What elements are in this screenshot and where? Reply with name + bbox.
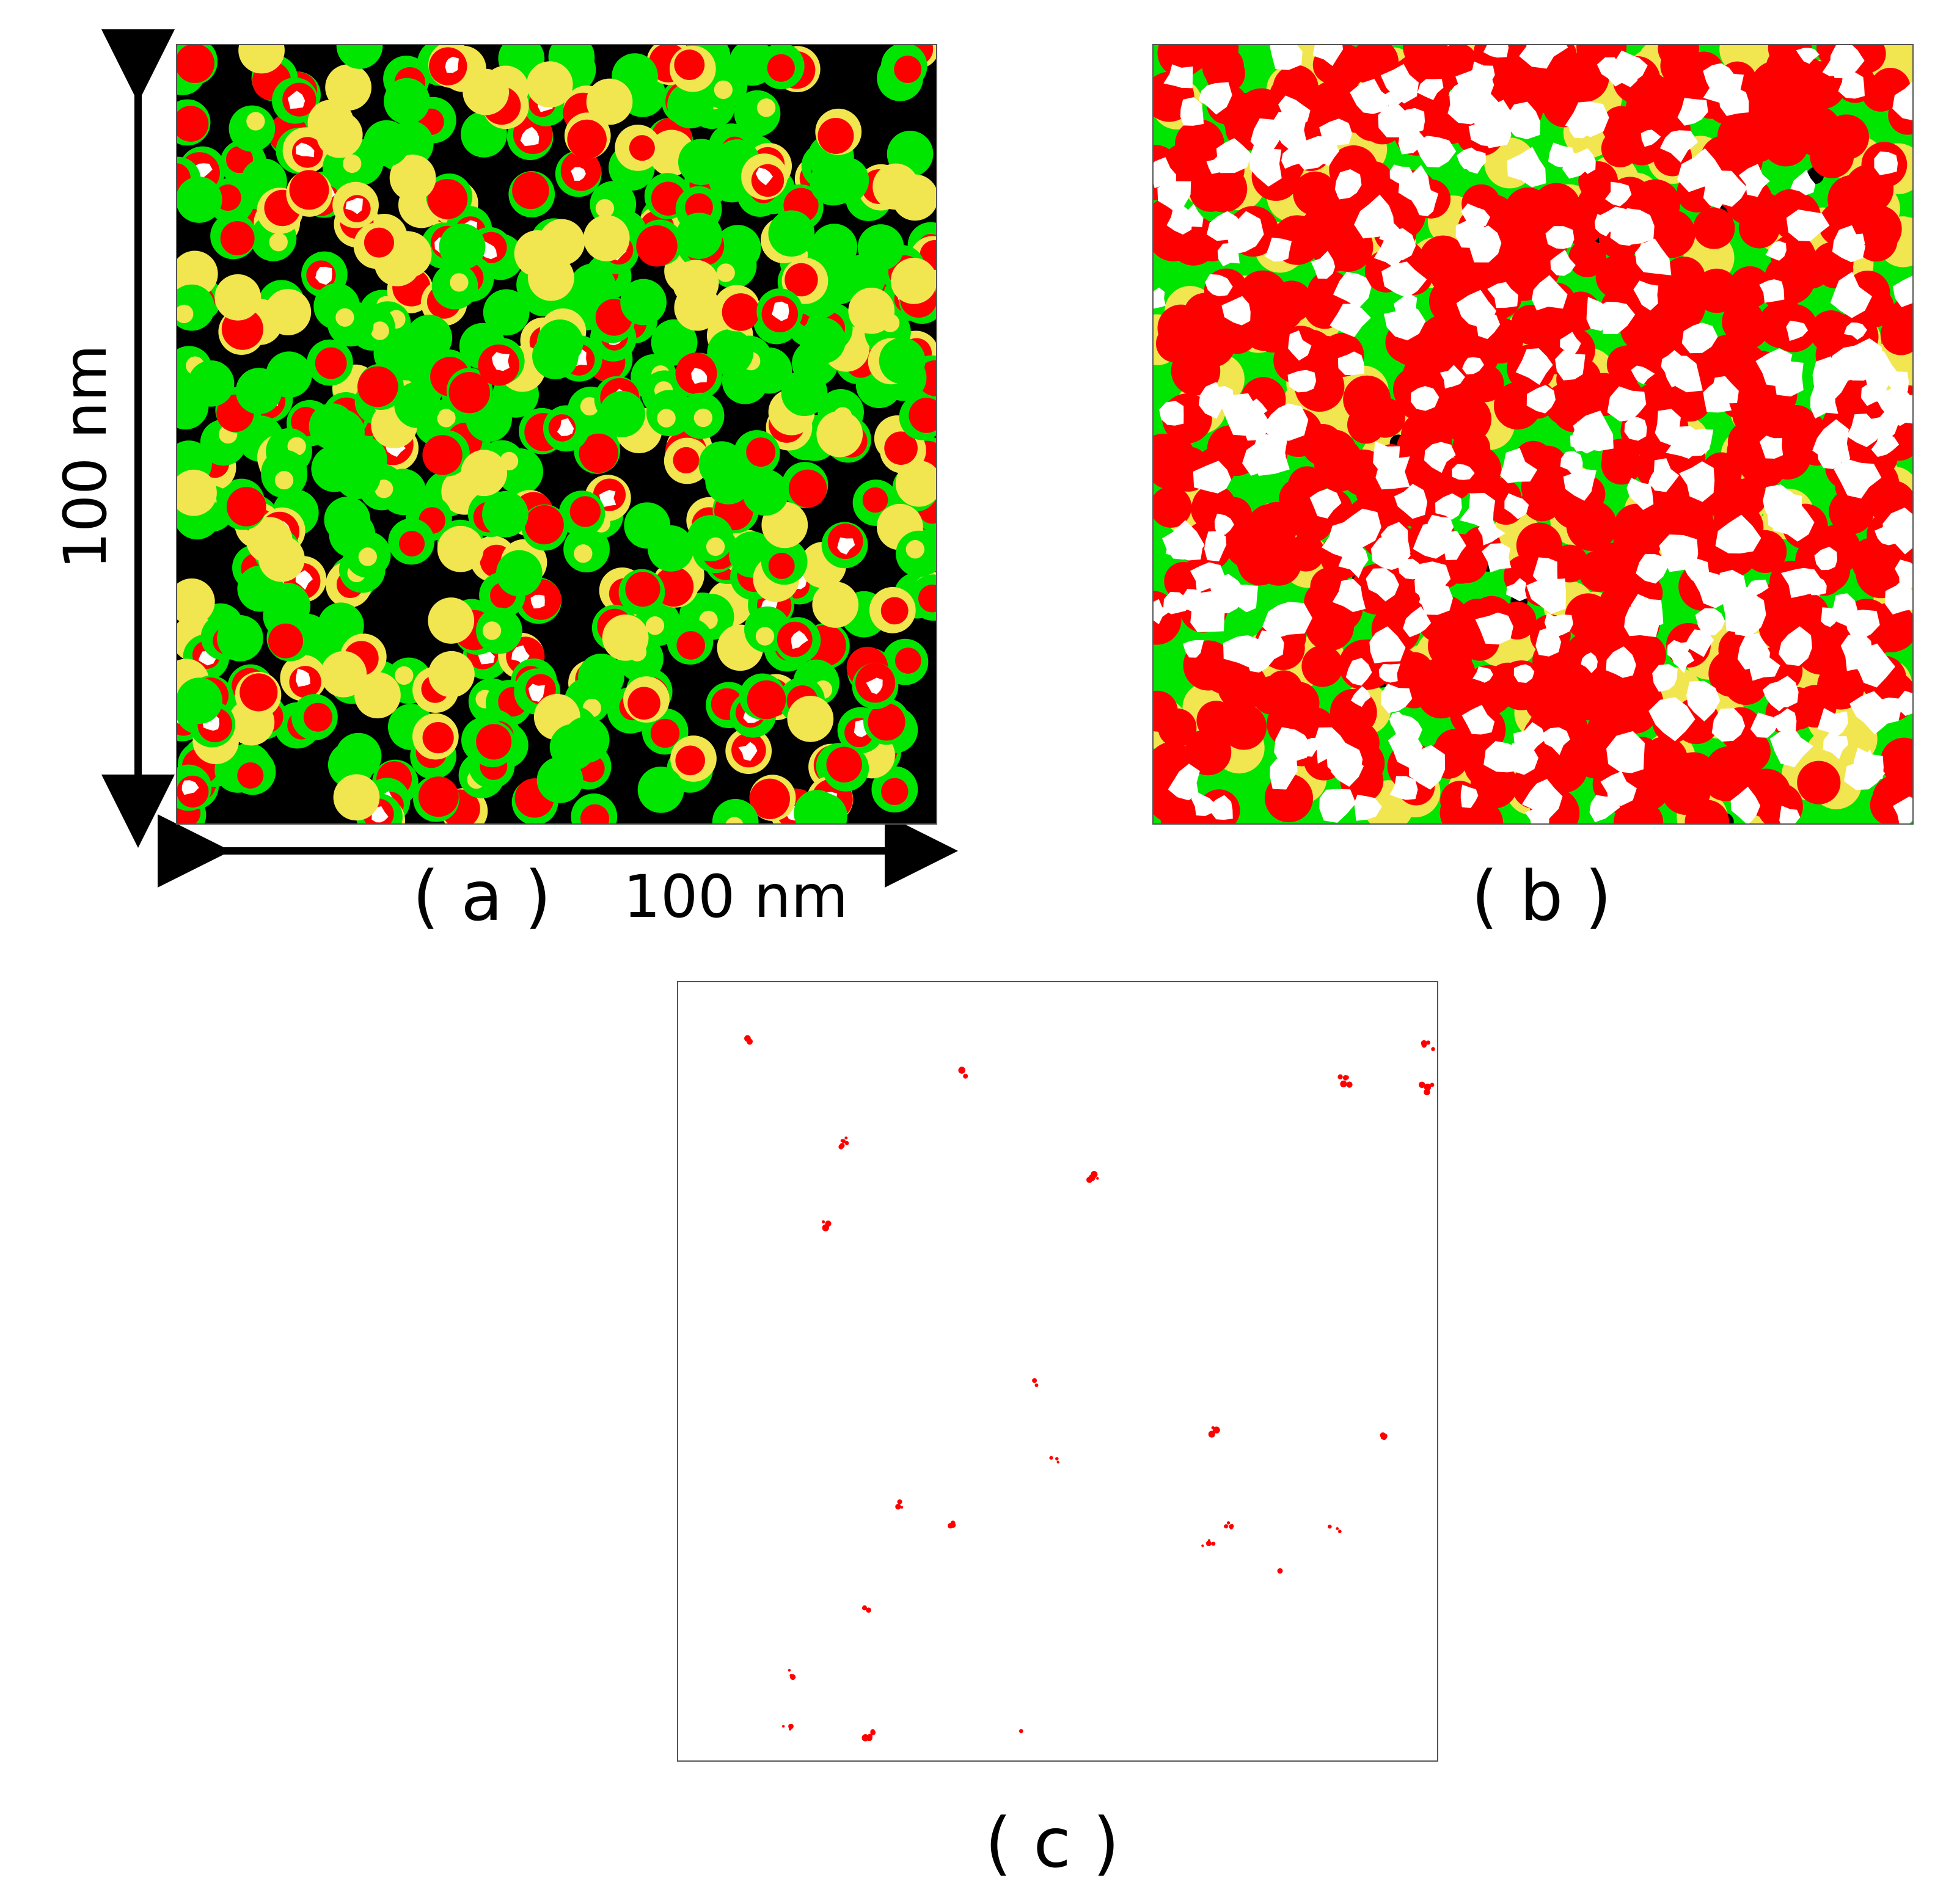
panel-a-caption: ( a ) <box>412 857 552 936</box>
panel-c-caption: ( c ) <box>985 1804 1120 1883</box>
x-scale-label: 100 nm <box>623 863 849 931</box>
panel-b-caption: ( b ) <box>1471 857 1612 936</box>
panel-b-image <box>1152 44 1914 825</box>
panel-b-particles <box>1154 45 1912 823</box>
panel-a-particles <box>177 45 936 823</box>
panel-c-particles <box>744 1035 1435 1742</box>
panel-a-image <box>176 44 937 825</box>
panel-c-image <box>677 981 1438 1762</box>
y-scale-label: 100 nm <box>51 344 120 570</box>
